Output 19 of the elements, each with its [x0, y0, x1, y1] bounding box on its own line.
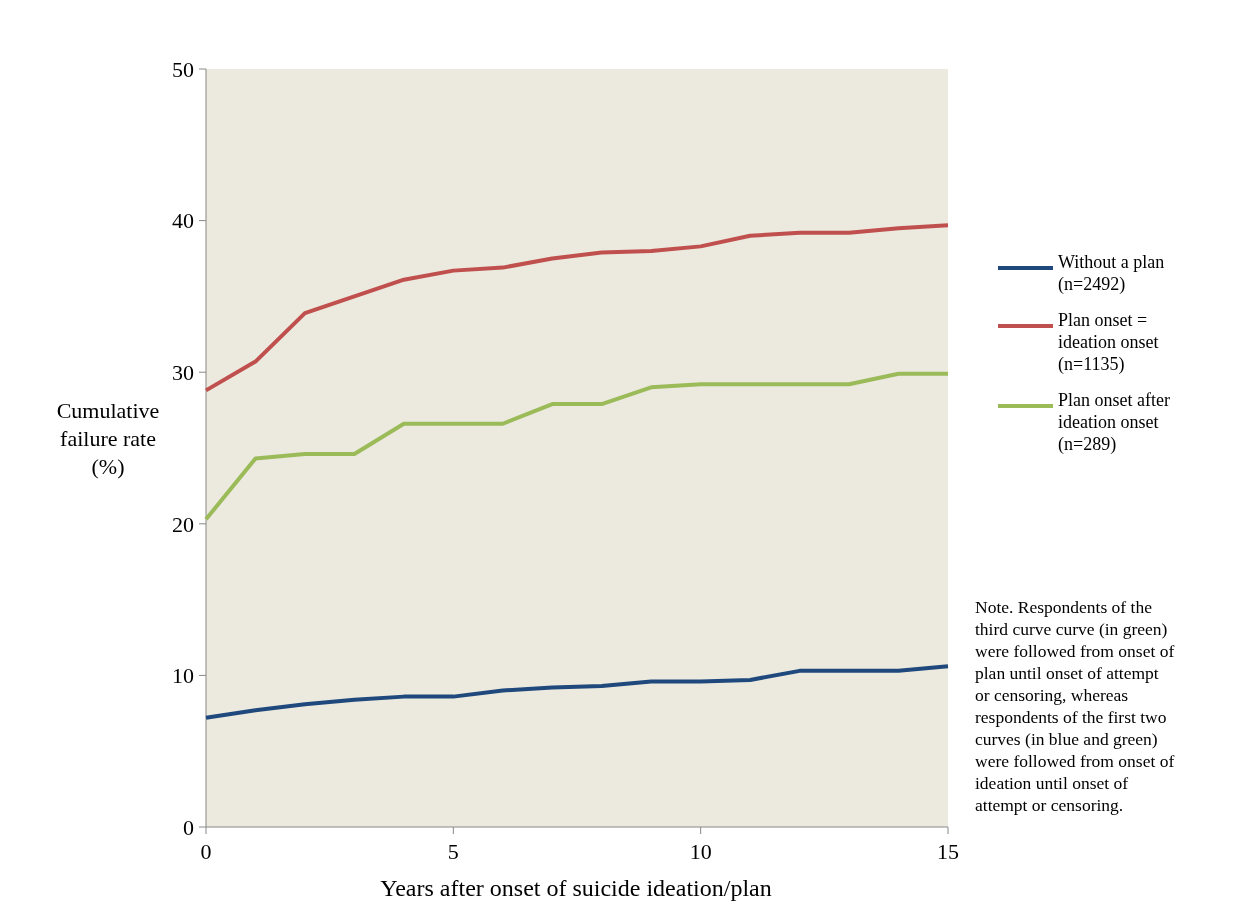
line-series [204, 664, 950, 720]
legend-label: Without a plan (n=2492) [1058, 252, 1165, 295]
x-tick-label: 10 [689, 839, 712, 864]
legend-label: Plan onset = ideation onset (n=1135) [1058, 310, 1159, 375]
x-tick-label: 5 [447, 839, 459, 864]
y-tick-label: 40 [172, 208, 194, 234]
text: Note. Respondents of the third curve curve (in green) were followed from onset of plan until onset of attempt or censoring, whereas respondents of the first two curves (in blue and green) were followed from onset of ideation until onset of attempt or censoring. [975, 597, 1175, 815]
y-tick-label: 20 [172, 511, 194, 537]
line-series [204, 223, 950, 393]
y-tick-label: 10 [172, 663, 194, 689]
x-tick-label: 0 [200, 839, 212, 864]
line-series [204, 371, 950, 522]
x-axis-title: Years after onset of suicide ideation/plan [380, 875, 772, 901]
legend-label: Plan onset after ideation onset (n=289) [1058, 390, 1170, 455]
y-tick-label: 50 [172, 56, 194, 82]
y-tick-label: 0 [183, 814, 194, 840]
y-axis-title: Cumulative failure rate (%) [56, 398, 160, 479]
x-tick-label: 15 [937, 839, 959, 864]
y-tick-label: 30 [172, 359, 194, 385]
